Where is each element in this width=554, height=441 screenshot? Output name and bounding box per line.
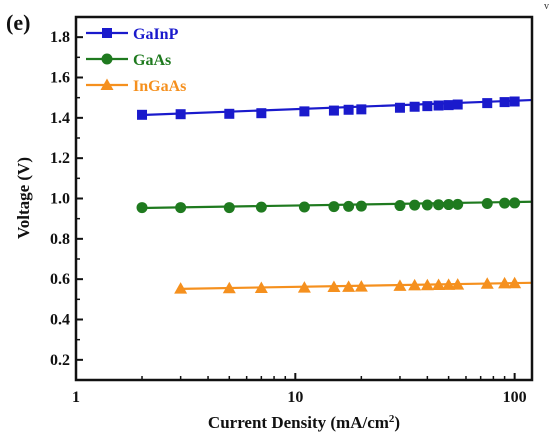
y-tick-label: 0.8 xyxy=(50,231,70,248)
data-point-gainp xyxy=(422,101,433,112)
legend-marker-gaas xyxy=(101,53,113,65)
fit-line-ingaas xyxy=(180,281,532,290)
x-axis-label-superscript: 2 xyxy=(389,413,395,425)
data-point-ingaas xyxy=(420,278,434,291)
y-axis-label: Voltage (V) xyxy=(14,157,33,239)
data-point-gainp xyxy=(343,104,354,115)
data-point-ingaas xyxy=(297,281,311,293)
y-tick-label: 1.4 xyxy=(50,110,70,127)
data-point-gaas xyxy=(175,202,187,214)
x-tick-label: 10 xyxy=(287,389,303,406)
data-point-gainp xyxy=(299,106,310,117)
plot-frame xyxy=(74,15,534,382)
panel-label: (e) xyxy=(6,10,30,35)
data-point-ingaas xyxy=(254,281,268,294)
data-point-gainp xyxy=(256,108,267,119)
series-layer xyxy=(136,96,532,294)
data-point-ingaas xyxy=(342,280,356,292)
data-point-gainp xyxy=(394,102,405,113)
x-tick-label: 100 xyxy=(503,389,527,406)
data-point-gainp xyxy=(443,100,454,111)
series-gainp xyxy=(137,96,532,120)
x-axis-label: Current Density (mA/cm2) xyxy=(208,413,400,432)
data-point-gaas xyxy=(136,202,148,214)
y-tick-label: 1.6 xyxy=(50,70,70,87)
data-point-gainp xyxy=(137,109,148,120)
y-tick-label: 1.8 xyxy=(50,29,70,46)
data-point-gaas xyxy=(409,199,421,211)
data-point-gainp xyxy=(224,108,235,119)
corner-mark: v xyxy=(544,1,549,12)
data-point-gainp xyxy=(409,101,420,112)
data-point-ingaas xyxy=(432,278,446,291)
data-point-ingaas xyxy=(327,280,341,293)
legend-label-gaas: GaAs xyxy=(133,52,171,69)
data-point-ingaas xyxy=(498,276,512,289)
data-point-gainp xyxy=(328,105,339,116)
data-point-ingaas xyxy=(354,280,368,292)
y-tick-label: 1.2 xyxy=(50,150,70,167)
legend: GaInP GaAs InGaAs xyxy=(86,26,186,95)
data-point-ingaas xyxy=(222,281,236,294)
data-point-gaas xyxy=(509,197,521,209)
data-point-gainp xyxy=(499,97,510,108)
data-point-gaas xyxy=(443,199,455,211)
data-point-gaas xyxy=(223,202,235,214)
y-tick-label: 0.2 xyxy=(50,352,70,369)
data-point-gaas xyxy=(452,198,464,210)
series-ingaas xyxy=(174,276,532,294)
y-tick-label: 0.6 xyxy=(50,271,70,288)
x-tick-label: 1 xyxy=(72,389,80,406)
legend-label-ingaas: InGaAs xyxy=(133,78,186,95)
data-point-ingaas xyxy=(408,278,422,291)
legend-marker-gainp xyxy=(102,28,112,38)
data-point-gainp xyxy=(356,104,367,115)
data-point-ingaas xyxy=(442,278,456,290)
data-point-ingaas xyxy=(480,277,494,289)
series-gaas xyxy=(136,197,532,214)
data-point-ingaas xyxy=(508,276,522,289)
data-point-gaas xyxy=(421,199,433,211)
data-point-gaas xyxy=(394,200,406,212)
data-point-gainp xyxy=(482,98,493,109)
legend-marker-ingaas xyxy=(100,78,114,90)
data-point-gaas xyxy=(481,198,493,210)
y-tick-label: 0.4 xyxy=(50,312,70,329)
data-point-gaas xyxy=(255,201,267,213)
data-point-gaas xyxy=(499,197,511,209)
data-point-ingaas xyxy=(451,278,465,290)
data-point-ingaas xyxy=(393,279,407,291)
legend-label-gainp: GaInP xyxy=(133,26,179,43)
data-point-gainp xyxy=(175,109,186,120)
data-point-gainp xyxy=(509,96,520,107)
data-point-gaas xyxy=(298,201,310,213)
data-point-gaas xyxy=(433,199,445,211)
data-point-gainp xyxy=(433,100,444,111)
data-point-gaas xyxy=(343,200,355,212)
data-point-gaas xyxy=(355,200,367,212)
data-point-gaas xyxy=(328,201,340,213)
y-tick-label: 1.0 xyxy=(50,191,70,208)
data-point-gainp xyxy=(452,99,463,110)
data-point-ingaas xyxy=(174,282,188,294)
